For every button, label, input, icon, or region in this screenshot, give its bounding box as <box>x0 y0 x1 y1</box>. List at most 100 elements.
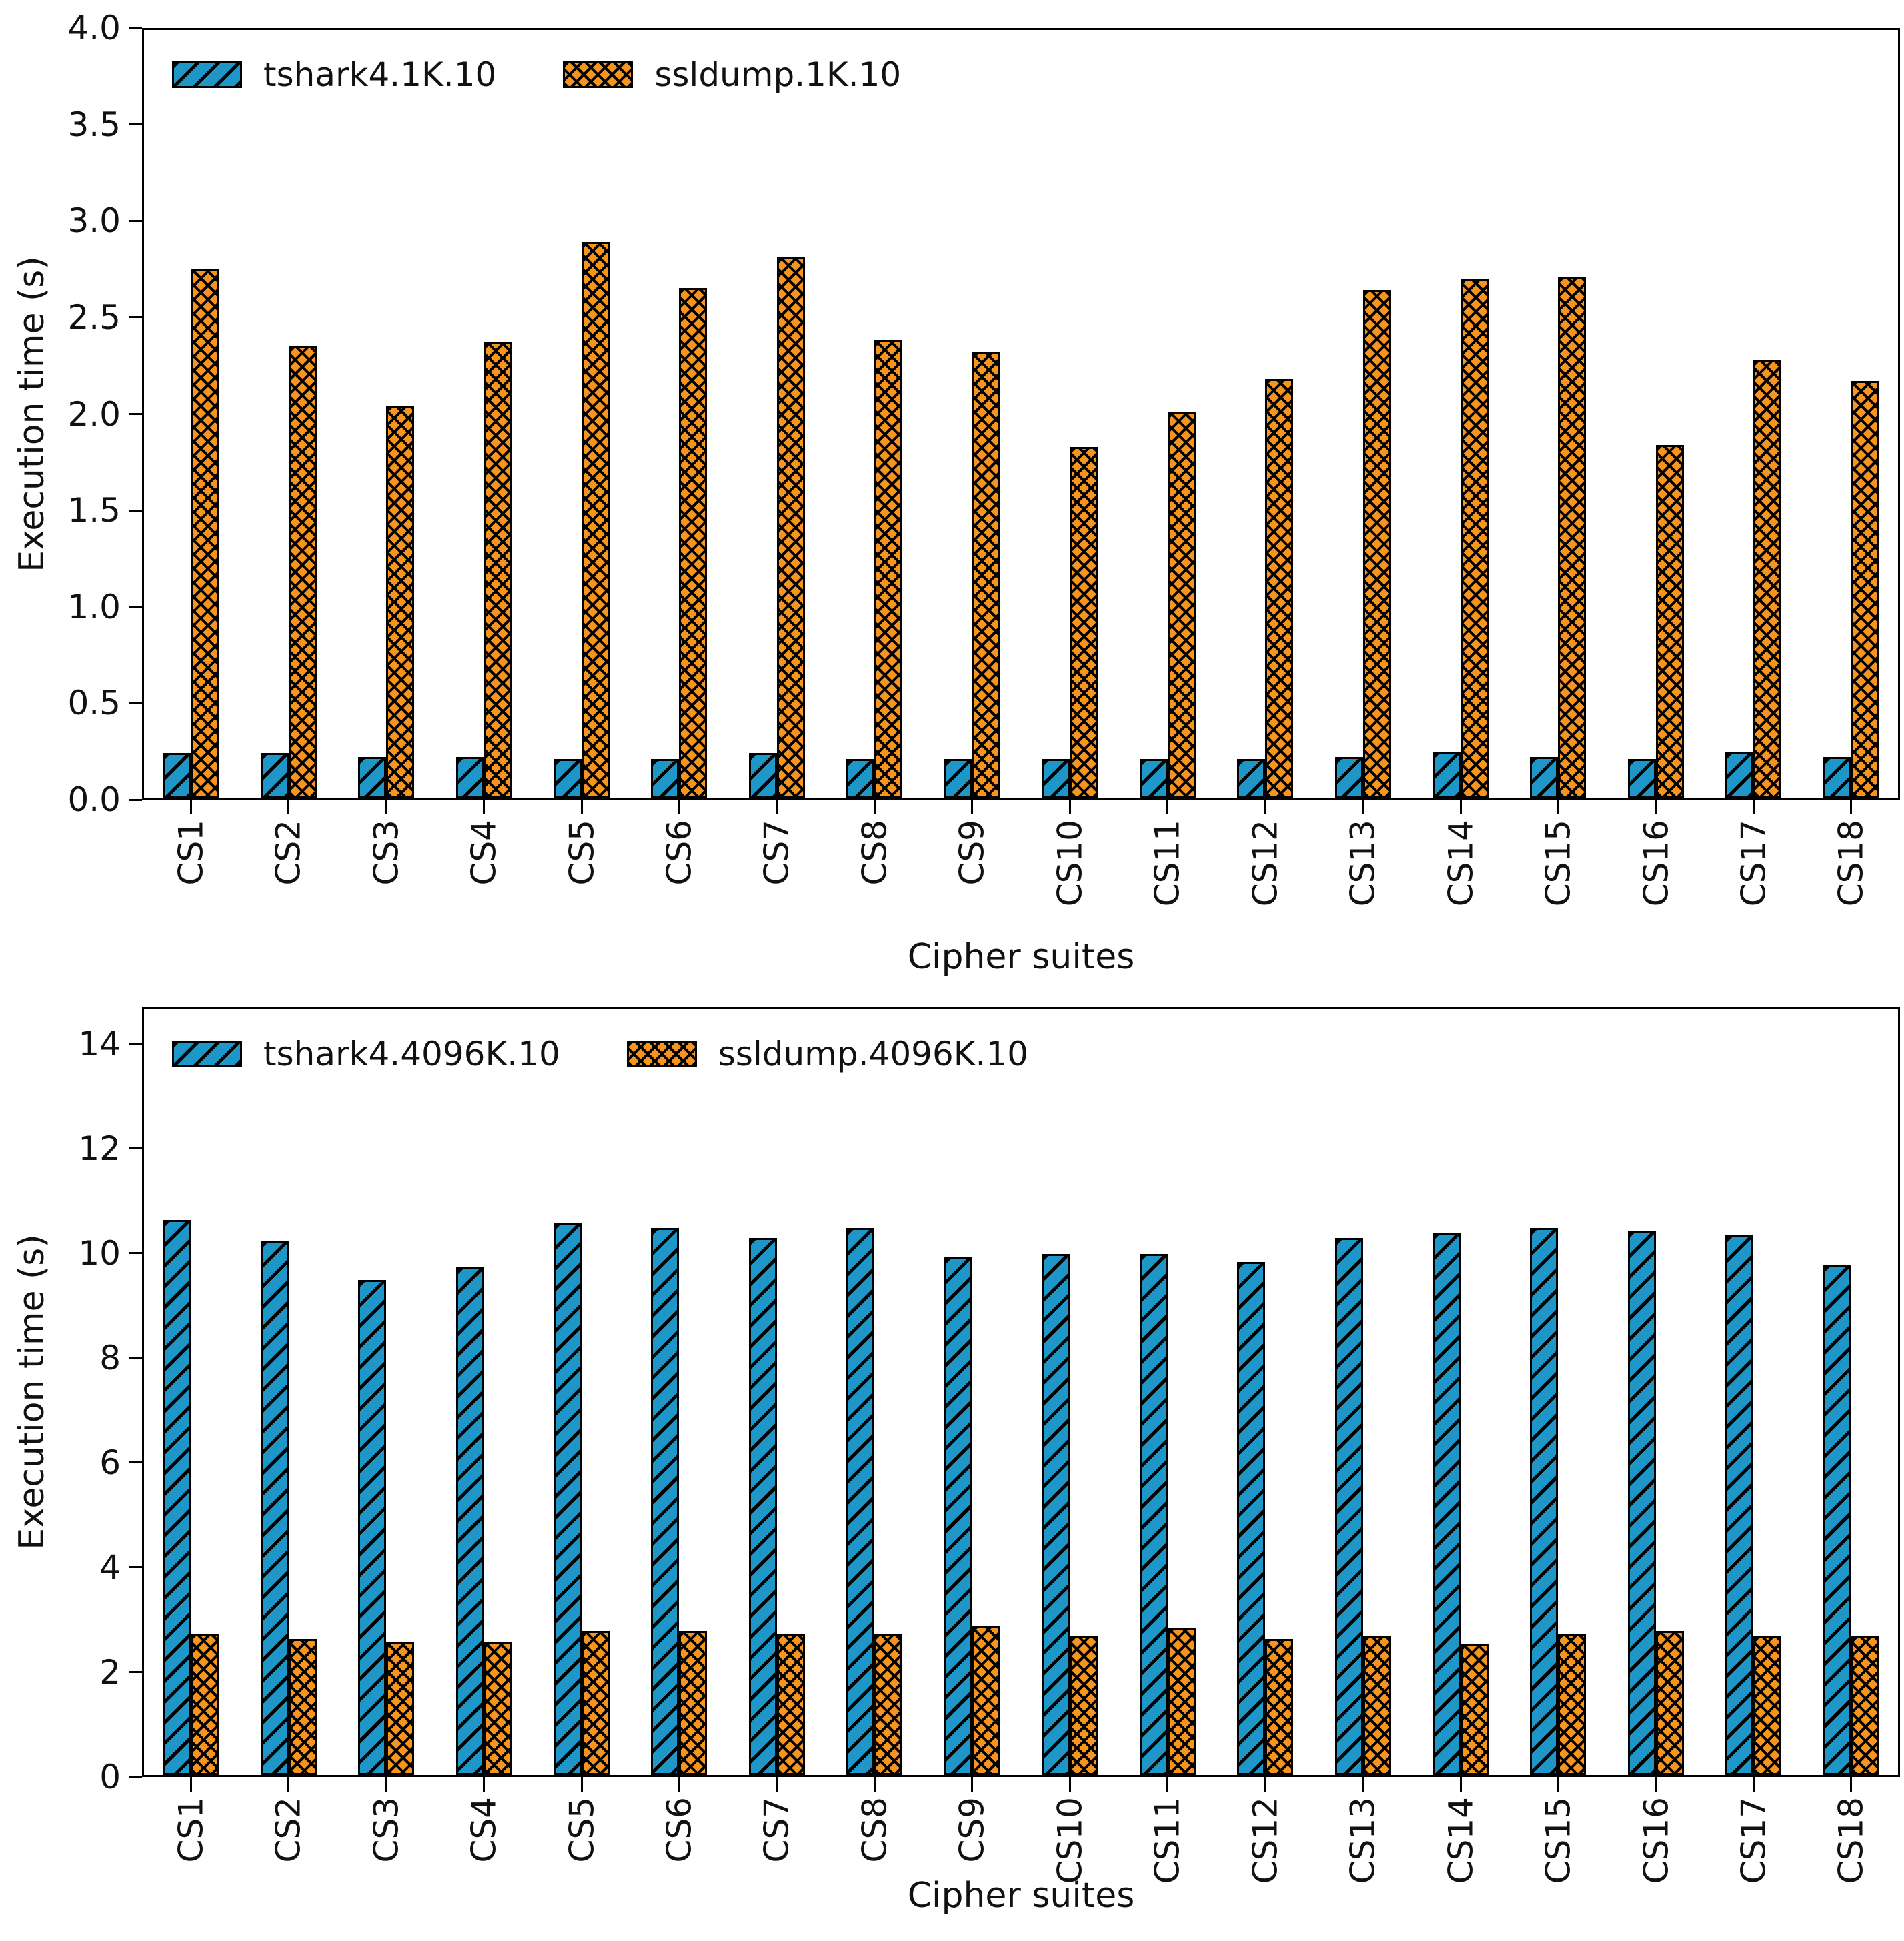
tshark4.4096K.10-bar-CS6 <box>651 1227 680 1775</box>
x-tick-mark <box>1459 1777 1462 1792</box>
x-tick-label-text: CS13 <box>1343 820 1382 907</box>
x-tick-label-text: CS15 <box>1539 1797 1578 1884</box>
x-tick-label-text: CS16 <box>1636 1797 1675 1884</box>
x-tick-mark <box>1264 800 1266 814</box>
y-tick-label: 6 <box>99 1443 121 1482</box>
ssldump.4096K.10-bar-CS5 <box>582 1631 610 1775</box>
x-tick-mark <box>483 800 486 814</box>
legend-item: tshark4.4096K.10 <box>172 1035 560 1073</box>
ssldump.1K.10-bar-CS14 <box>1461 278 1489 798</box>
y-tick-mark <box>129 702 142 704</box>
x-tick-mark <box>1068 1777 1071 1792</box>
ssldump.4096K.10-bar-CS3 <box>386 1641 415 1775</box>
x-tick-label-text: CS1 <box>171 1797 211 1863</box>
ssldump.1K.10-bar-CS12 <box>1265 379 1294 798</box>
tshark4.4096K.10-bar-CS9 <box>944 1256 972 1775</box>
tshark4.1K.10-bar-CS8 <box>846 759 875 798</box>
y-tick-label: 0 <box>99 1758 121 1796</box>
legend-label: ssldump.4096K.10 <box>718 1035 1029 1073</box>
legend: tshark4.1K.10 ssldump.1K.10 <box>172 56 901 93</box>
ssldump.4096K.10-bar-CS15 <box>1558 1634 1587 1775</box>
x-tick-mark <box>1459 800 1462 814</box>
x-tick-mark <box>580 1777 583 1792</box>
x-tick-mark <box>287 1777 290 1792</box>
x-tick-mark <box>1166 1777 1169 1792</box>
tshark4.4096K.10-bar-CS8 <box>846 1227 875 1775</box>
x-tick-label-text: CS4 <box>464 1797 504 1863</box>
ssldump.4096K.10-bar-CS6 <box>679 1631 708 1775</box>
y-axis-title: Execution time (s) <box>12 1234 52 1550</box>
ssldump.1K.10-bar-CS13 <box>1362 290 1391 798</box>
y-tick-label: 4.0 <box>67 9 121 47</box>
y-tick-label: 2.0 <box>67 394 121 434</box>
y-tick-mark <box>129 27 142 29</box>
y-tick-label: 2 <box>99 1652 121 1692</box>
x-tick-mark <box>678 1777 680 1792</box>
ssldump.1K.10-bar-CS18 <box>1851 381 1879 798</box>
ssldump.4096K.10-bar-CS9 <box>972 1626 1000 1775</box>
y-tick-mark <box>129 1566 142 1569</box>
ssldump.4096K.10-bar-CS8 <box>874 1634 903 1775</box>
y-tick-mark <box>129 798 142 801</box>
x-tick-label-text: CS14 <box>1441 1797 1480 1884</box>
x-tick-label-text: CS2 <box>269 820 308 886</box>
x-tick-label-text: CS15 <box>1539 820 1578 907</box>
x-tick-mark <box>580 800 583 814</box>
tshark4.4096K.10-bar-CS11 <box>1139 1253 1168 1775</box>
tshark4.1K.10-bar-CS14 <box>1433 751 1461 798</box>
legend-label: tshark4.4096K.10 <box>263 1035 560 1073</box>
y-tick-label: 14 <box>78 1024 121 1063</box>
x-tick-mark <box>971 800 974 814</box>
ssldump.4096K.10-bar-CS11 <box>1167 1628 1196 1775</box>
tshark4.1K.10-bar-CS17 <box>1725 751 1754 798</box>
y-tick-label: 3.0 <box>67 201 121 241</box>
x-tick-mark <box>1068 800 1071 814</box>
tshark4.4096K.10-bar-CS16 <box>1627 1230 1656 1775</box>
x-tick-label-text: CS2 <box>269 1797 308 1863</box>
ssldump.1K.10-bar-CS16 <box>1655 444 1684 798</box>
ssldump.1K.10-bar-CS9 <box>972 352 1000 798</box>
x-tick-label-text: CS17 <box>1734 820 1773 907</box>
y-tick-mark <box>129 509 142 512</box>
y-tick-label: 1.5 <box>67 491 121 530</box>
legend-label: ssldump.1K.10 <box>654 55 902 94</box>
x-tick-mark <box>1557 1777 1559 1792</box>
x-tick-label-text: CS5 <box>562 1797 601 1863</box>
ssldump.1K.10-bar-CS11 <box>1167 412 1196 798</box>
x-tick-label-text: CS11 <box>1148 820 1187 907</box>
x-tick-label-text: CS1 <box>171 820 211 886</box>
tshark4.4096K.10-bar-CS14 <box>1433 1233 1461 1775</box>
tshark4.1K.10-bar-CS9 <box>944 759 972 798</box>
x-tick-mark <box>776 1777 778 1792</box>
ssldump.1K.10-legend-swatch <box>563 61 634 88</box>
x-tick-mark <box>873 800 876 814</box>
ssldump.4096K.10-bar-CS13 <box>1362 1636 1391 1775</box>
x-tick-label-text: CS10 <box>1050 820 1090 907</box>
y-tick-label: 0.0 <box>67 780 121 819</box>
x-tick-label-text: CS10 <box>1050 1797 1090 1884</box>
tshark4.4096K.10-legend-swatch <box>172 1041 242 1067</box>
ssldump.1K.10-bar-CS7 <box>776 257 805 798</box>
tshark4.1K.10-bar-CS10 <box>1042 759 1070 798</box>
ssldump.4096K.10-bar-CS10 <box>1070 1636 1098 1775</box>
tshark4.4096K.10-bar-CS15 <box>1530 1227 1559 1775</box>
x-tick-label-text: CS17 <box>1734 1797 1773 1884</box>
tshark4.1K.10-bar-CS12 <box>1237 759 1266 798</box>
x-tick-label-text: CS14 <box>1441 820 1480 907</box>
x-tick-mark <box>385 800 387 814</box>
ssldump.1K.10-bar-CS15 <box>1558 277 1587 798</box>
x-tick-label-text: CS18 <box>1831 820 1871 907</box>
x-tick-label-text: CS8 <box>855 1797 894 1863</box>
y-tick-label: 12 <box>78 1129 121 1168</box>
x-tick-label-text: CS3 <box>367 820 406 886</box>
tshark4.4096K.10-bar-CS3 <box>358 1280 387 1775</box>
y-tick-mark <box>129 1252 142 1255</box>
y-tick-mark <box>129 606 142 608</box>
tshark4.1K.10-bar-CS11 <box>1139 759 1168 798</box>
y-tick-label: 3.5 <box>67 105 121 144</box>
x-tick-label-text: CS9 <box>952 820 992 886</box>
y-tick-mark <box>129 1461 142 1464</box>
tshark4.1K.10-bar-CS16 <box>1627 759 1656 798</box>
x-tick-label-text: CS5 <box>562 820 601 886</box>
